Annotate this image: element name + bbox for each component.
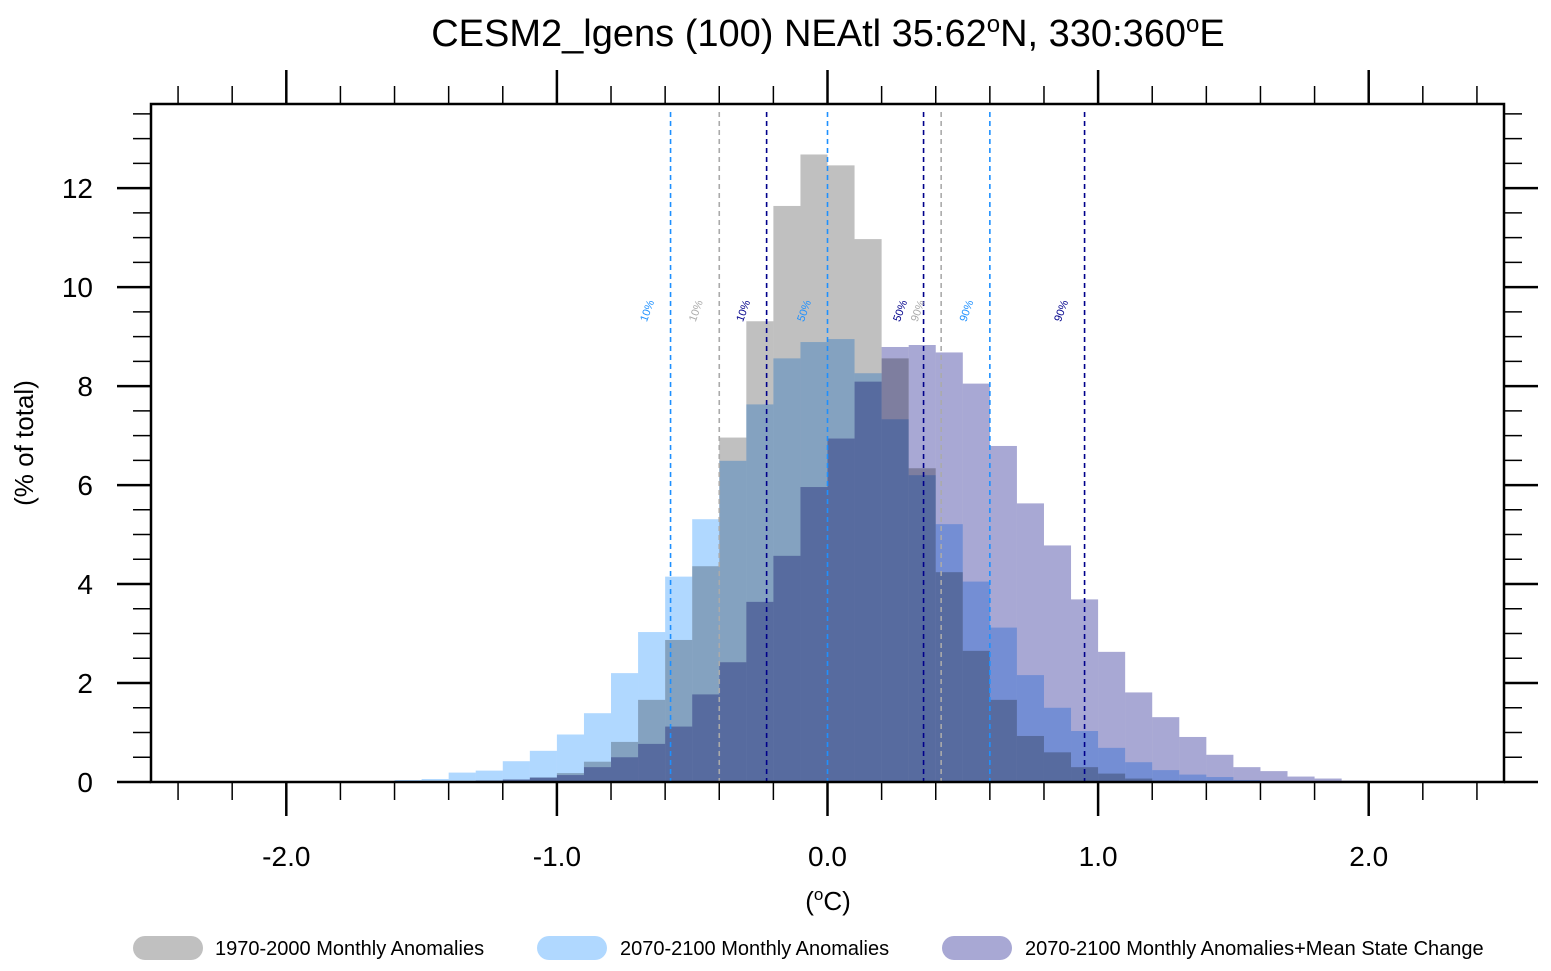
bar xyxy=(529,750,557,782)
bar xyxy=(746,601,774,782)
bar xyxy=(529,777,557,782)
percentile-label: 10% xyxy=(687,298,706,323)
bar xyxy=(1179,736,1207,782)
bar xyxy=(611,757,639,782)
bar xyxy=(1314,778,1342,782)
percentile-label: 90% xyxy=(1052,298,1071,323)
legend-swatch-1970-2000 xyxy=(133,936,203,960)
bar xyxy=(556,734,584,782)
bar xyxy=(962,383,990,782)
y-tick-label: 2 xyxy=(77,668,93,699)
y-tick-label: 4 xyxy=(77,569,93,600)
bar xyxy=(719,662,747,782)
bar xyxy=(935,352,963,782)
bar xyxy=(1016,503,1044,782)
bar xyxy=(827,438,855,782)
bar xyxy=(1098,651,1126,782)
x-axis-label: (oC) xyxy=(805,885,851,916)
legend-label-mean-state: 2070-2100 Monthly Anomalies+Mean State C… xyxy=(1025,938,1484,960)
legend-label-1970-2000: 1970-2000 Monthly Anomalies xyxy=(215,938,484,960)
y-tick-label: 12 xyxy=(62,173,93,204)
bar xyxy=(448,772,476,782)
x-tick-label: 1.0 xyxy=(1079,841,1118,872)
y-tick-label: 8 xyxy=(77,371,93,402)
title-degree: o xyxy=(987,11,1000,38)
chart-title: CESM2_lgens (100) NEAtl 35:62oN, 330:360… xyxy=(431,11,1225,55)
x-tick-label: 2.0 xyxy=(1349,841,1388,872)
bar xyxy=(692,694,720,782)
title-part: E xyxy=(1199,13,1224,55)
legend-swatch-mean-state xyxy=(942,936,1012,960)
x-label-part: ( xyxy=(805,886,814,916)
bar xyxy=(854,381,882,782)
x-tick-label: -2.0 xyxy=(262,841,310,872)
legend-swatch-2070-2100 xyxy=(537,936,607,960)
legend: 1970-2000 Monthly Anomalies 2070-2100 Mo… xyxy=(133,936,1484,960)
title-part: N, 330:360 xyxy=(1000,13,1186,55)
percentile-label: 90% xyxy=(958,298,977,323)
series-2 xyxy=(448,345,1477,782)
bar xyxy=(881,346,909,782)
bar xyxy=(638,743,666,782)
bar xyxy=(1260,771,1288,782)
x-tick-label: 0.0 xyxy=(808,841,847,872)
bar xyxy=(502,761,530,782)
x-label-part: C) xyxy=(823,886,850,916)
bar xyxy=(908,345,936,782)
bar xyxy=(475,770,503,782)
bar xyxy=(1152,717,1180,782)
percentile-label: 10% xyxy=(638,298,657,323)
y-tick-label: 10 xyxy=(62,272,93,303)
bar xyxy=(1287,776,1315,782)
bar xyxy=(556,775,584,782)
title-degree: o xyxy=(1186,11,1199,38)
axes-layer: -2.0 -1.0 0.0 1.0 2.0 0 2 4 6 8 10 12 xyxy=(62,70,1538,872)
percentile-label: 90% xyxy=(909,298,928,323)
bar xyxy=(1125,692,1153,782)
bars-layer xyxy=(232,154,1477,783)
x-tick-label: -1.0 xyxy=(533,841,581,872)
bar xyxy=(421,779,449,782)
bar xyxy=(800,487,828,782)
y-tick-label: 6 xyxy=(77,470,93,501)
legend-label-2070-2100: 2070-2100 Monthly Anomalies xyxy=(620,938,889,960)
title-part: CESM2_lgens (100) NEAtl 35:62 xyxy=(431,13,987,55)
bar xyxy=(1206,754,1234,782)
bar xyxy=(665,726,693,782)
y-tick-label: 0 xyxy=(77,767,93,798)
bar xyxy=(989,445,1017,782)
y-axis-label: (% of total) xyxy=(9,380,39,506)
x-label-degree: o xyxy=(814,885,823,904)
percentile-label: 10% xyxy=(734,298,753,323)
percentile-label: 50% xyxy=(891,298,910,323)
bar xyxy=(583,767,612,782)
bar xyxy=(1233,767,1261,782)
bar xyxy=(773,555,801,782)
bar xyxy=(1043,545,1072,782)
